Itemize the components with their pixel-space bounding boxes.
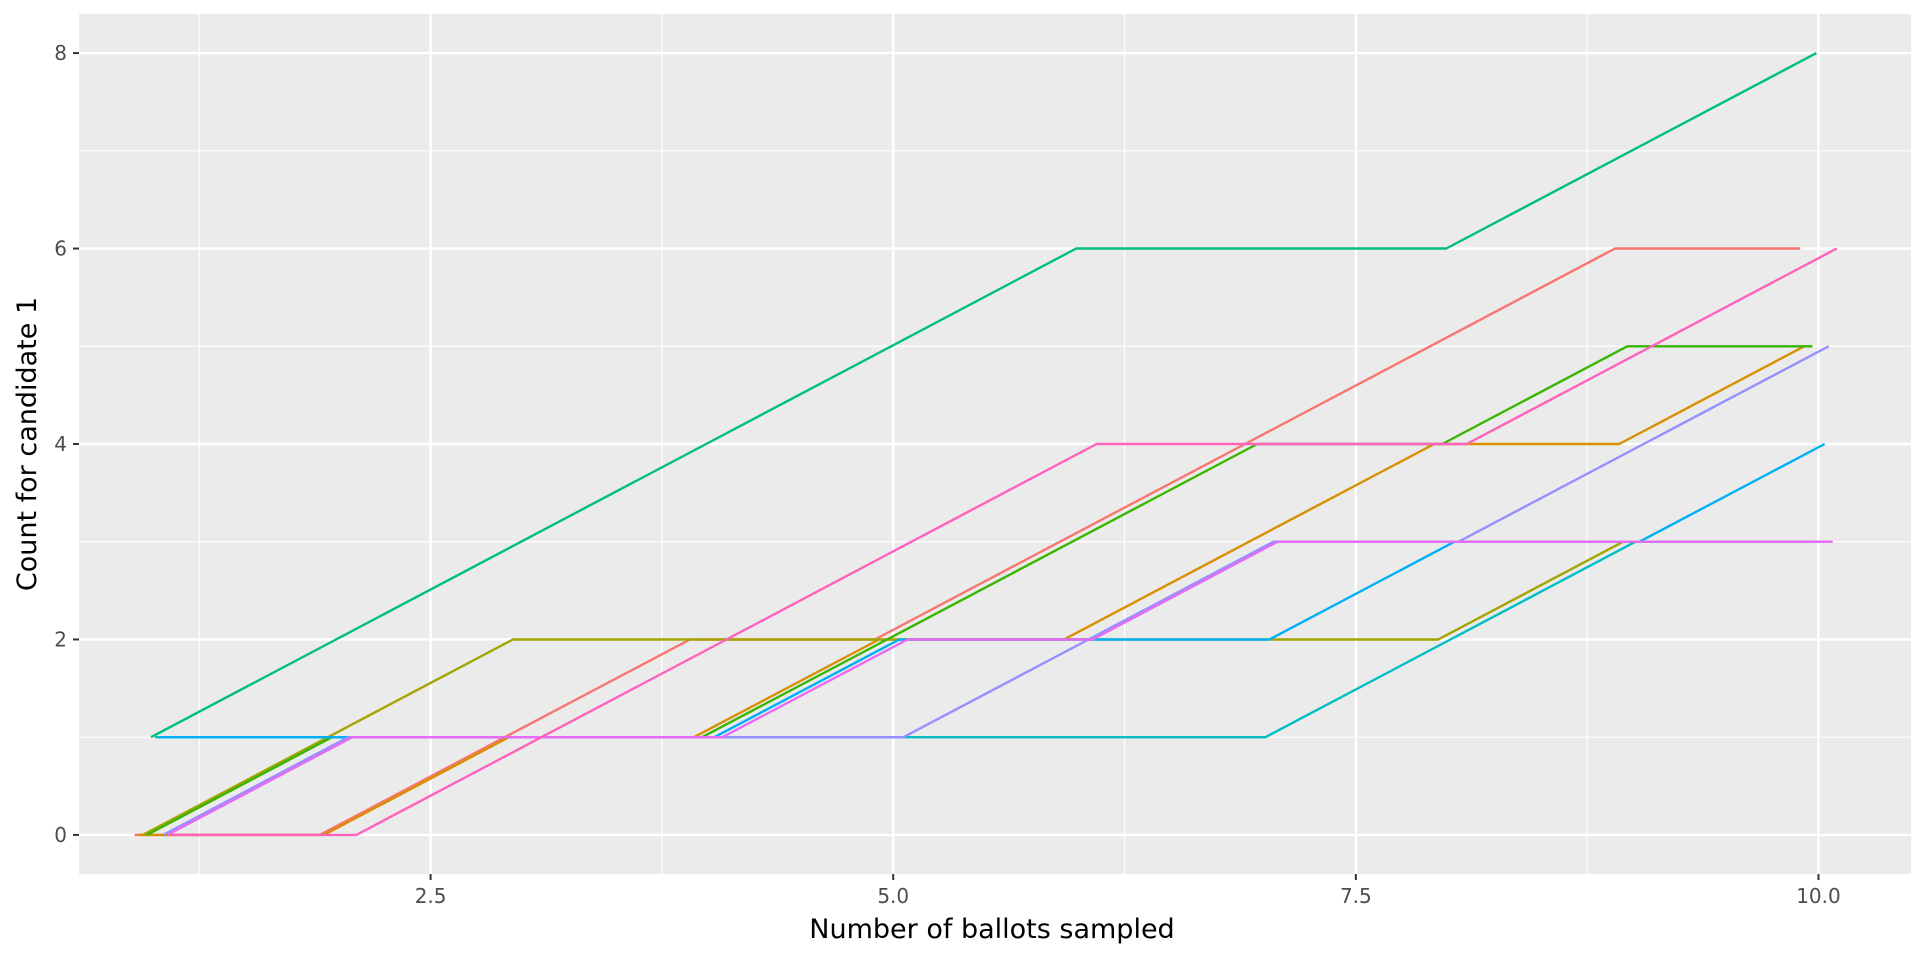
- y-axis-title: Count for candidate 1: [12, 297, 43, 591]
- axis-ticks: 2.5 5.0 7.5 10.0 0 2 4 6 8: [54, 41, 1840, 908]
- y-tick-label: 4: [54, 432, 67, 456]
- series-line-5: [150, 52, 1817, 739]
- y-tick-label: 8: [54, 41, 67, 65]
- series-line-9: [166, 540, 1833, 836]
- x-axis-title: Number of ballots sampled: [809, 914, 1174, 945]
- series-line-1: [134, 247, 1801, 837]
- series-line-10: [171, 247, 1838, 837]
- series-lines: [134, 52, 1838, 837]
- x-tick-label: 10.0: [1796, 884, 1841, 908]
- x-tick-label: 7.5: [1340, 884, 1372, 908]
- y-tick-label: 0: [54, 823, 67, 847]
- x-tick-label: 2.5: [415, 884, 447, 908]
- y-tick-label: 6: [54, 237, 67, 261]
- y-tick-label: 2: [54, 627, 67, 651]
- x-tick-label: 5.0: [877, 884, 909, 908]
